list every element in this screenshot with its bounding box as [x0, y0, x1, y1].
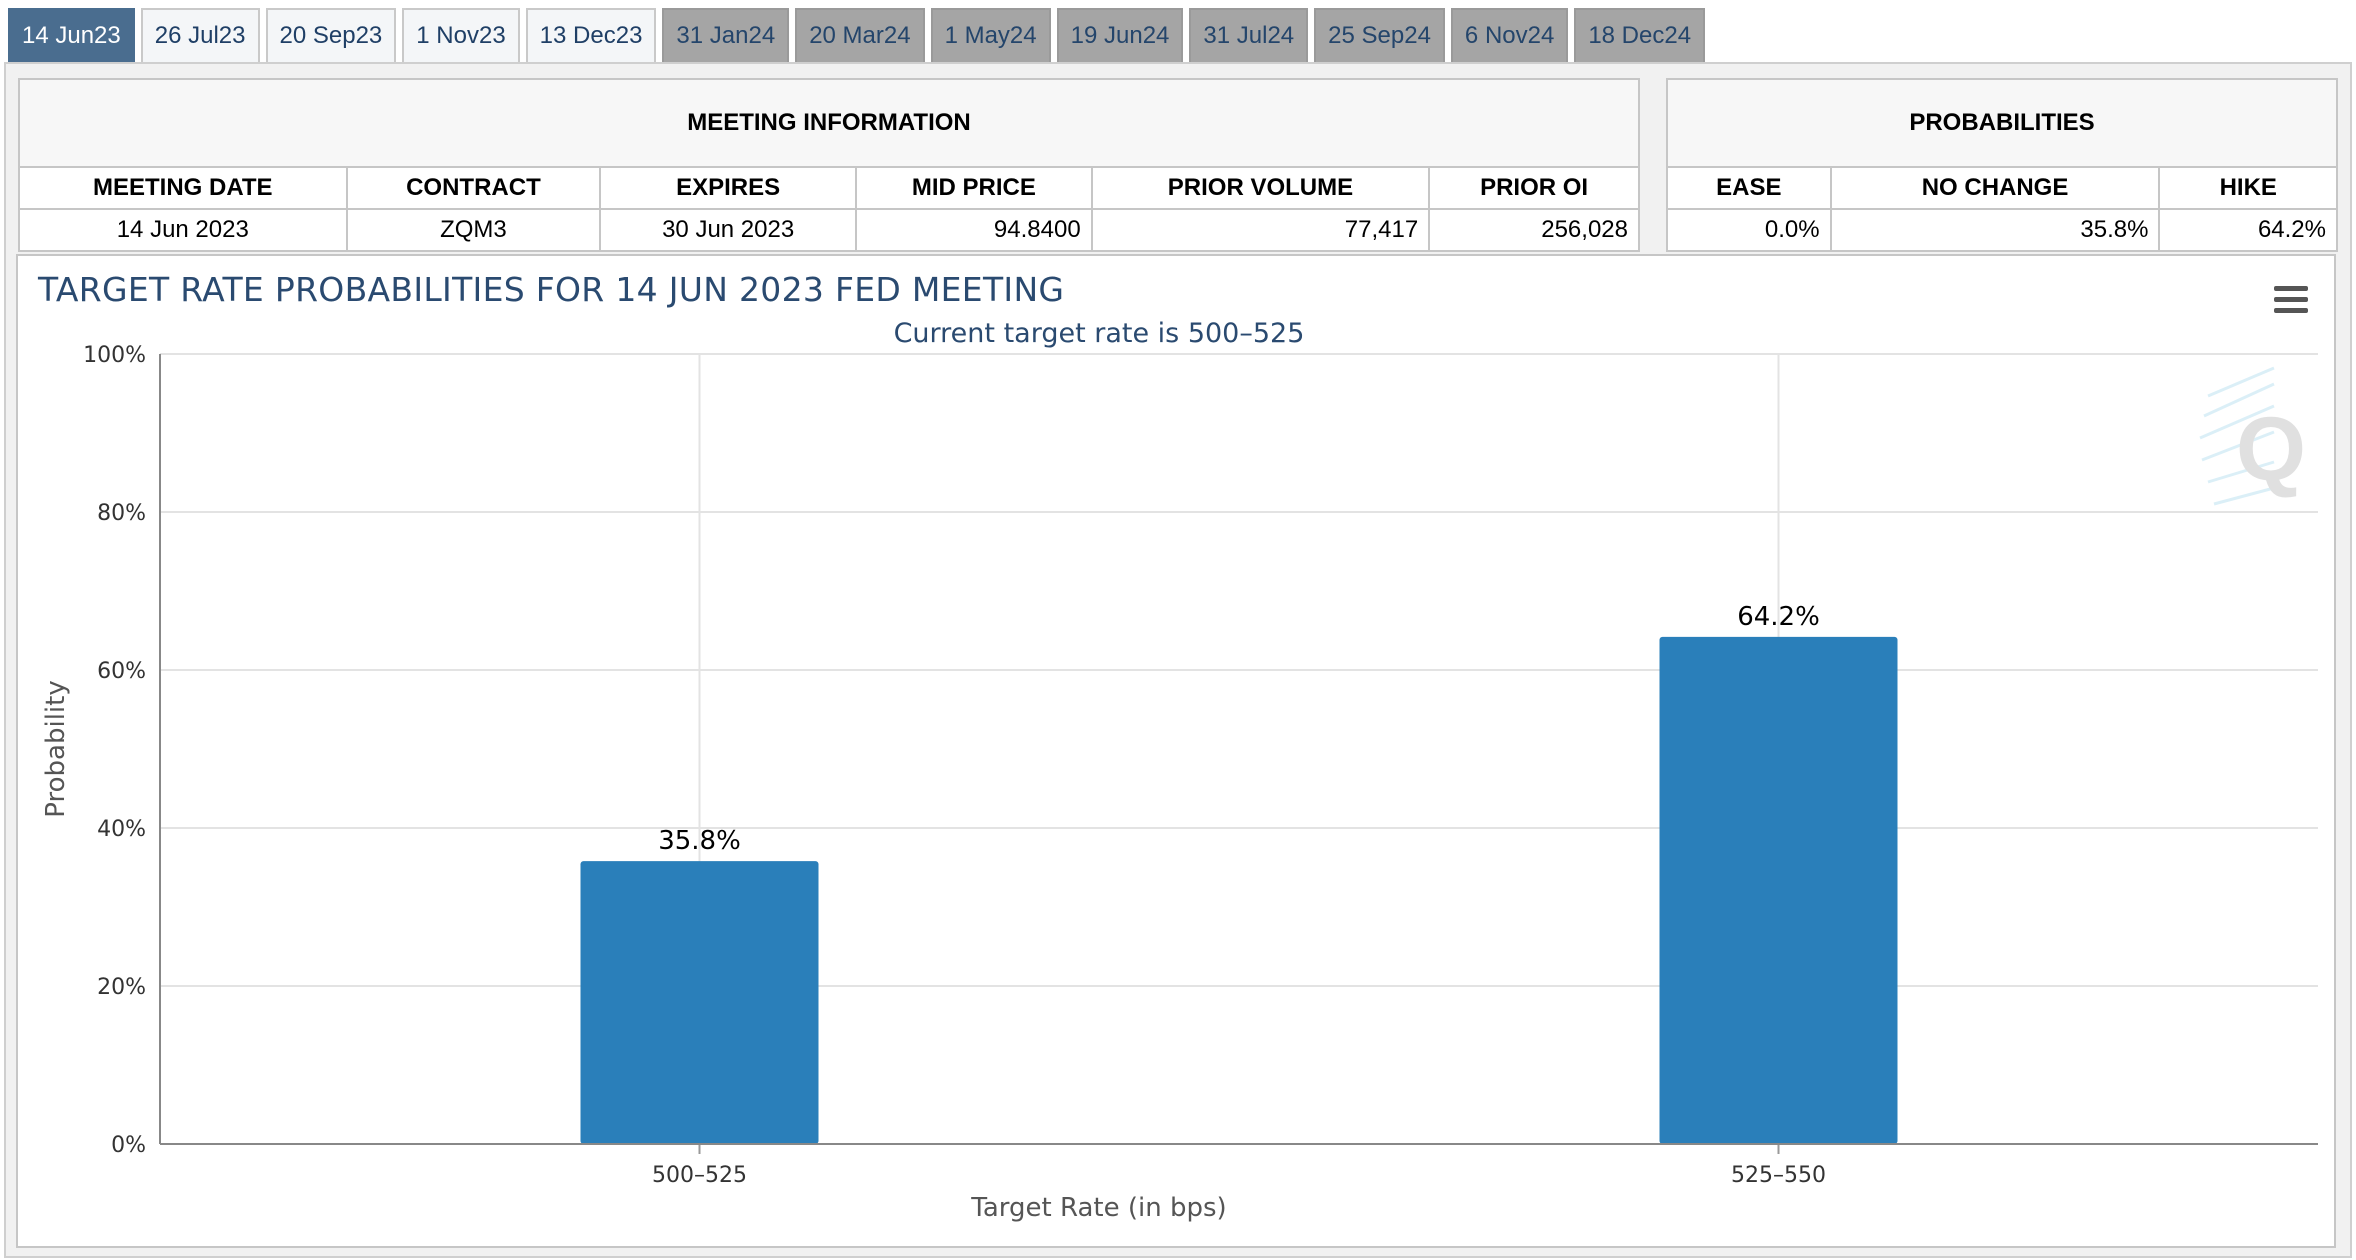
meeting-date-value: 14 Jun 2023 — [18, 208, 348, 252]
prior-oi-value: 256,028 — [1428, 208, 1640, 252]
y-tick-label: 60% — [97, 659, 146, 684]
ease-value: 0.0% — [1666, 208, 1832, 252]
probability-bar-chart: 0% 20% 40% 60% 80% 100% Q 35.8% 500–525 64.2% 525–… — [41, 318, 2318, 1223]
header-expires: EXPIRES — [599, 166, 857, 210]
tab-20-mar24[interactable]: 20 Mar24 — [795, 8, 925, 64]
probabilities-caption: PROBABILITIES — [1666, 78, 2338, 168]
contract-value: ZQM3 — [345, 208, 602, 252]
mid-price-value: 94.8400 — [854, 208, 1093, 252]
chart-menu-icon[interactable] — [2274, 286, 2308, 314]
tab-1-nov23[interactable]: 1 Nov23 — [402, 8, 520, 64]
chart-subtitle: Current target rate is 500–525 — [894, 318, 1305, 349]
meeting-information-table: MEETING INFORMATION MEETING DATE CONTRAC… — [18, 78, 1640, 252]
chart-panel: 0% 20% 40% 60% 80% 100% Q 35.8% 500–525 64.2% 525–… — [16, 254, 2336, 1248]
chart-title: TARGET RATE PROBABILITIES FOR 14 JUN 202… — [38, 270, 1065, 309]
prior-volume-value: 77,417 — [1090, 208, 1431, 252]
y-tick-label: 0% — [111, 1133, 146, 1158]
tab-14-jun23[interactable]: 14 Jun23 — [8, 8, 135, 64]
no-change-value: 35.8% — [1829, 208, 2161, 252]
y-tick-label: 20% — [97, 975, 146, 1000]
x-tick-label: 525–550 — [1731, 1163, 1826, 1188]
tab-26-jul23[interactable]: 26 Jul23 — [140, 8, 260, 64]
header-prior-volume: PRIOR VOLUME — [1090, 166, 1431, 210]
tab-6-nov24[interactable]: 6 Nov24 — [1450, 8, 1569, 64]
header-prior-oi: PRIOR OI — [1428, 166, 1640, 210]
x-tick-label: 500–525 — [652, 1163, 747, 1188]
probabilities-table: PROBABILITIES EASE NO CHANGE HIKE 0.0% 3… — [1666, 78, 2338, 252]
y-tick-label: 80% — [97, 501, 146, 526]
bar-500–525 — [580, 861, 819, 1144]
hike-value: 64.2% — [2158, 208, 2338, 252]
tab-19-jun24[interactable]: 19 Jun24 — [1056, 8, 1184, 64]
bar-525–550 — [1659, 636, 1898, 1144]
tab-31-jul24[interactable]: 31 Jul24 — [1189, 8, 1309, 64]
y-tick-label: 40% — [97, 817, 146, 842]
tab-1-may24[interactable]: 1 May24 — [930, 8, 1051, 64]
x-axis-title: Target Rate (in bps) — [970, 1193, 1226, 1223]
tab-13-dec23[interactable]: 13 Dec23 — [525, 8, 657, 64]
header-mid-price: MID PRICE — [854, 166, 1093, 210]
svg-text:Q: Q — [2236, 400, 2306, 500]
bar-data-label: 35.8% — [658, 826, 741, 856]
header-no-change: NO CHANGE — [1829, 166, 2161, 210]
bar-data-label: 64.2% — [1737, 602, 1820, 632]
header-ease: EASE — [1666, 166, 1832, 210]
tab-20-sep23[interactable]: 20 Sep23 — [265, 8, 397, 64]
cme-logo-icon: Q — [2199, 366, 2306, 506]
y-axis-title: Probability — [41, 680, 71, 817]
header-contract: CONTRACT — [345, 166, 602, 210]
tab-31-jan24[interactable]: 31 Jan24 — [662, 8, 790, 64]
header-hike: HIKE — [2158, 166, 2338, 210]
tab-18-dec24[interactable]: 18 Dec24 — [1574, 8, 1706, 64]
expires-value: 30 Jun 2023 — [599, 208, 857, 252]
y-tick-label: 100% — [83, 343, 146, 368]
tab-25-sep24[interactable]: 25 Sep24 — [1314, 8, 1445, 64]
meeting-tabs: 14 Jun23 26 Jul23 20 Sep23 1 Nov23 13 Dec23 3… — [8, 8, 1706, 64]
header-meeting-date: MEETING DATE — [18, 166, 348, 210]
meeting-information-caption: MEETING INFORMATION — [18, 78, 1640, 168]
